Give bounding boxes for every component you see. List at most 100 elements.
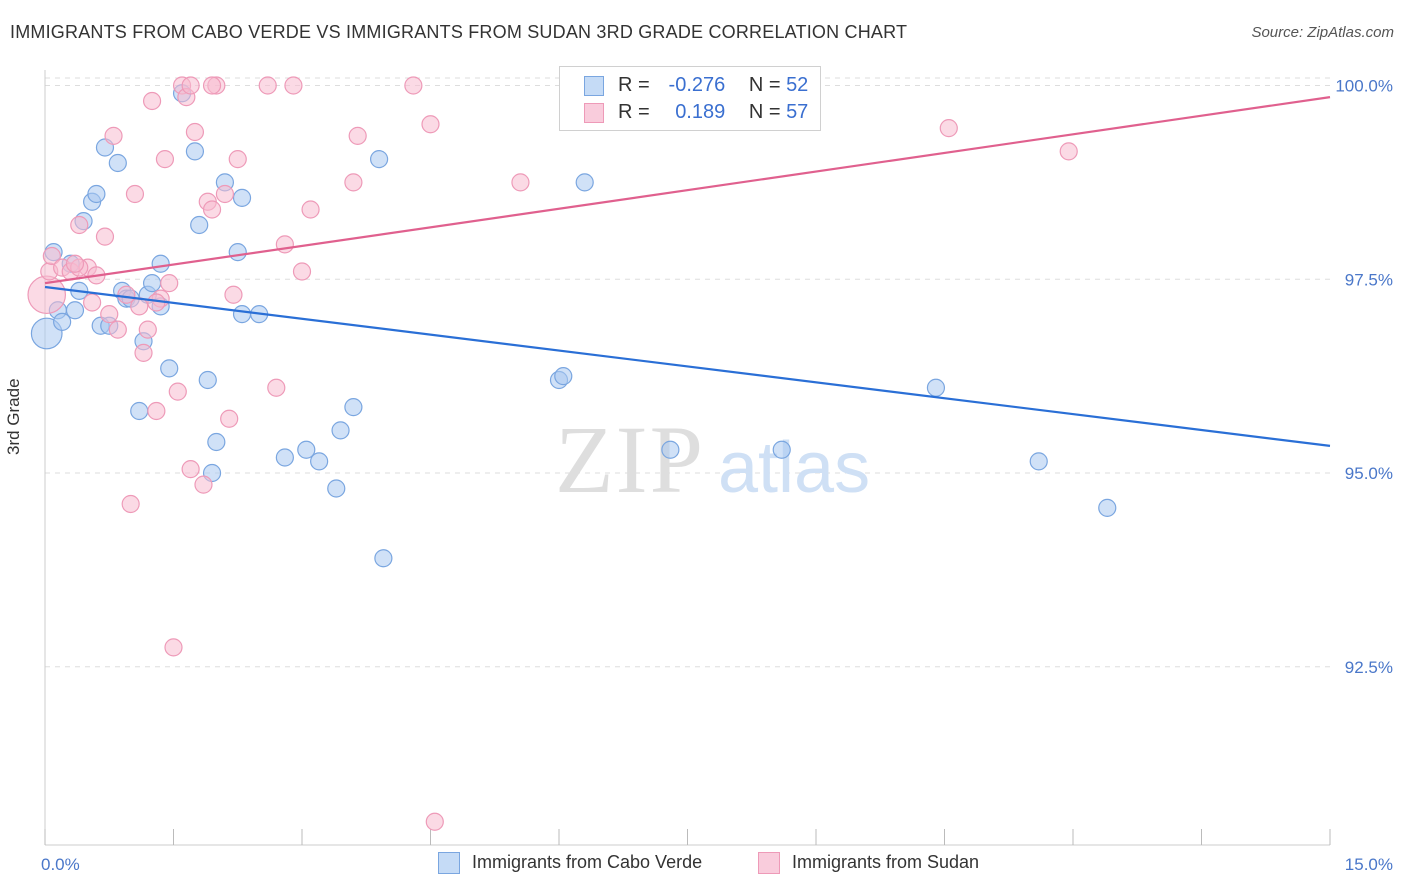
legend-label-cabo-verde: Immigrants from Cabo Verde: [472, 852, 703, 872]
cabo-verde-point: [65, 301, 85, 320]
legend-row-sudan: R = 0.189 N = 57: [584, 101, 808, 127]
series-sudan-points: [27, 76, 1078, 831]
y-tick-label: 97.5%: [1345, 270, 1393, 289]
legend-n-value: 57: [786, 101, 809, 123]
sudan-point: [104, 126, 123, 145]
stats-legend: R = -0.276 N = 52 R = 0.189 N = 57: [559, 66, 821, 131]
legend-label-sudan: Immigrants from Sudan: [792, 852, 980, 872]
legend-r-value: -0.276: [668, 74, 726, 96]
sudan-point: [258, 76, 277, 95]
cabo-verde-point: [926, 378, 946, 397]
sudan-point: [292, 262, 312, 281]
sudan-point: [117, 285, 136, 304]
sudan-point: [121, 494, 140, 514]
cabo-verde-point: [190, 215, 209, 235]
sudan-point: [220, 409, 239, 428]
sudan-point: [939, 119, 958, 138]
sudan-point: [202, 76, 222, 95]
legend-swatch-pink: [584, 102, 604, 123]
sudan-point: [511, 173, 530, 192]
cabo-verde-point: [1098, 498, 1117, 517]
legend-item-cabo-verde: Immigrants from Cabo Verde: [438, 852, 703, 875]
legend-swatch-pink: [758, 852, 780, 875]
legend-swatch-blue: [438, 852, 460, 875]
sudan-point: [194, 475, 213, 494]
chart-title: IMMIGRANTS FROM CABO VERDE VS IMMIGRANTS…: [10, 22, 908, 42]
legend-item-sudan: Immigrants from Sudan: [758, 852, 980, 875]
series-cabo-verde-points: [30, 76, 1117, 568]
sudan-point: [100, 305, 119, 324]
y-tick-label: 92.5%: [1345, 658, 1393, 677]
legend-row-cabo-verde: R = -0.276 N = 52: [584, 74, 808, 100]
sudan-point: [147, 401, 166, 421]
cabo-verde-point: [1029, 452, 1048, 471]
cabo-verde-point: [310, 452, 329, 471]
sudan-point: [425, 812, 444, 831]
cabo-verde-point: [232, 188, 252, 207]
sudan-point: [404, 76, 423, 95]
cabo-verde-point: [160, 359, 179, 378]
sudan-point: [108, 320, 127, 339]
sudan-point: [181, 460, 200, 479]
cabo-verde-point: [331, 421, 350, 440]
cabo-verde-point: [374, 549, 393, 568]
tick-labels: 100.0% 97.5% 95.0% 92.5% 0.0% 15.0%: [41, 77, 1393, 875]
sudan-point: [42, 246, 61, 266]
sudan-point: [224, 285, 243, 304]
y-tick-label: 100.0%: [1335, 77, 1393, 96]
cabo-verde-point: [53, 312, 72, 331]
cabo-verde-point: [207, 432, 226, 452]
sudan-point: [344, 173, 363, 192]
legend-swatch-blue: [584, 75, 604, 96]
cabo-verde-point: [232, 305, 252, 324]
sudan-point: [284, 76, 303, 95]
x-tick-label: 0.0%: [41, 855, 80, 874]
sudan-point: [95, 227, 115, 246]
cabo-verde-point: [87, 184, 106, 204]
watermark: ZIP atlas: [555, 406, 870, 513]
cabo-verde-point: [142, 274, 162, 293]
sudan-point: [1059, 142, 1078, 161]
cabo-verde-point: [275, 448, 294, 467]
cabo-verde-point: [554, 367, 573, 386]
cabo-verde-point: [344, 398, 363, 417]
legend-n-label: N =: [748, 74, 781, 96]
cabo-verde-point: [772, 440, 791, 459]
y-tick-label: 95.0%: [1345, 464, 1393, 483]
sudan-point: [181, 76, 200, 95]
legend-r-label: R =: [618, 101, 650, 123]
sudan-point: [125, 184, 145, 204]
sudan-point: [185, 122, 205, 142]
cabo-verde-point: [130, 401, 149, 421]
sudan-point: [138, 320, 157, 339]
cabo-verde-point: [327, 479, 346, 498]
legend-n-label: N =: [748, 101, 781, 123]
sudan-point: [83, 293, 102, 312]
sudan-point: [160, 274, 179, 293]
watermark-atlas: atlas: [718, 428, 870, 508]
sudan-point: [142, 91, 162, 111]
cabo-verde-point: [185, 142, 205, 161]
legend-r-label: R =: [618, 74, 650, 96]
watermark-zip: ZIP: [555, 406, 705, 513]
cabo-verde-point: [151, 254, 170, 273]
sudan-point: [348, 126, 367, 145]
cabo-verde-point: [108, 153, 127, 173]
trend-lines: [44, 96, 1331, 447]
sudan-trend-line: [44, 96, 1331, 285]
legend-n-value: 52: [786, 74, 809, 96]
sudan-point: [168, 382, 187, 401]
sudan-point: [267, 378, 286, 397]
cabo-verde-point: [370, 150, 389, 169]
cabo-verde-point: [198, 370, 217, 390]
sudan-point: [421, 115, 440, 134]
legend-r-value: 0.189: [675, 101, 726, 123]
cabo-verde-point: [297, 440, 316, 459]
source-credit: Source: ZipAtlas.com: [1251, 24, 1394, 41]
axes: [44, 70, 1331, 846]
cabo-verde-trend-line: [44, 285, 1331, 447]
sudan-point: [164, 638, 183, 657]
x-tick-label: 15.0%: [1345, 855, 1393, 874]
sudan-point: [202, 200, 222, 219]
